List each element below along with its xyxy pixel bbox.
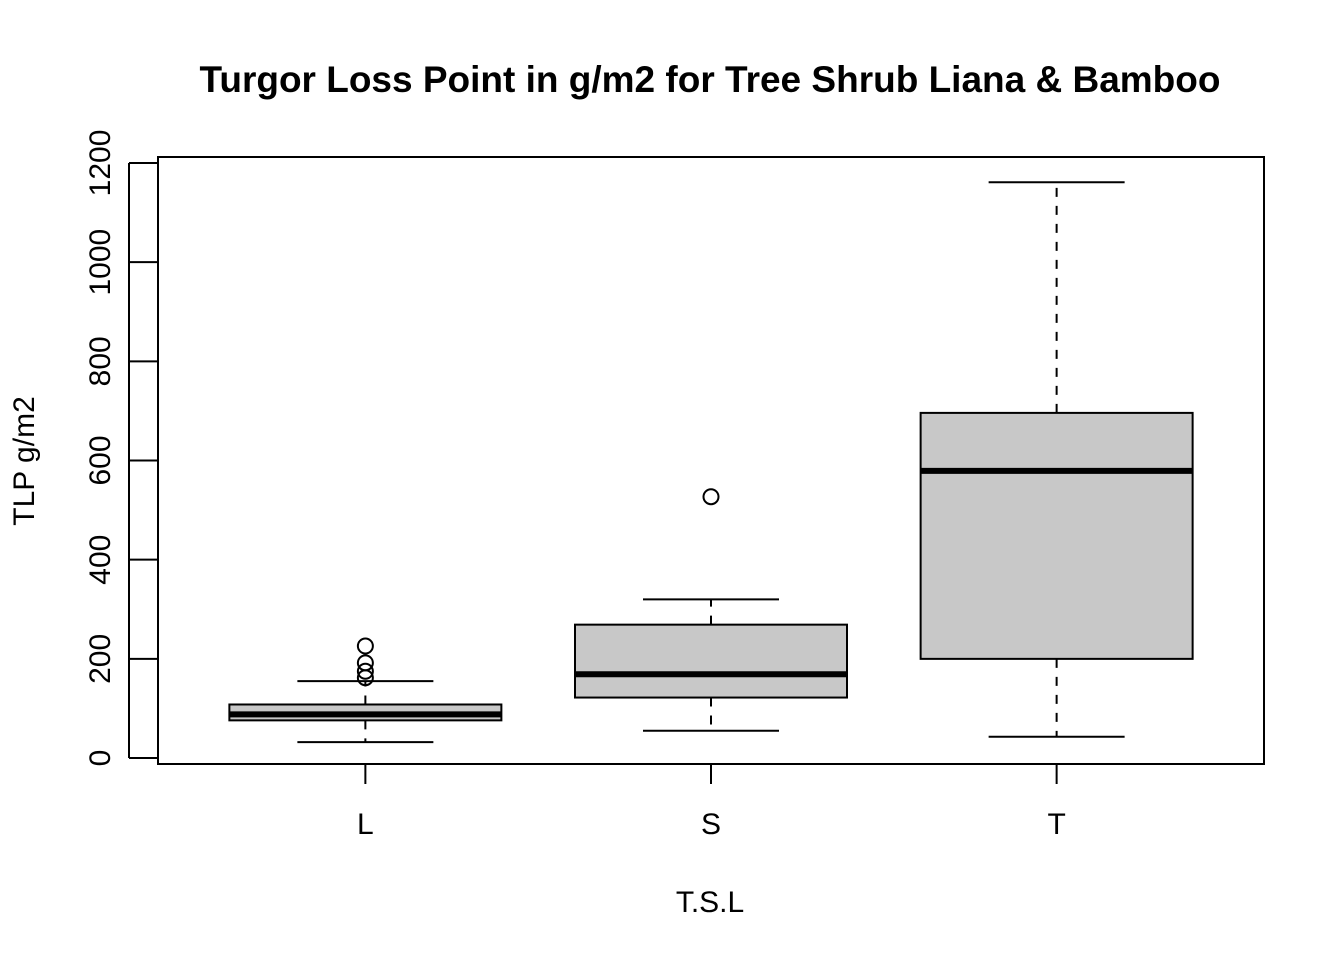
- y-tick-label: 1200: [84, 130, 117, 197]
- box-iqr: [574, 623, 848, 699]
- y-tick-label: 600: [84, 435, 117, 485]
- y-axis-label: TLP g/m2: [8, 396, 41, 526]
- x-tick-label: L: [357, 808, 374, 841]
- chart-title: Turgor Loss Point in g/m2 for Tree Shrub…: [199, 59, 1220, 100]
- x-tick-label: T: [1047, 808, 1065, 841]
- y-tick-label: 1000: [84, 229, 117, 296]
- outlier-point: [702, 488, 720, 506]
- box-L: [228, 637, 503, 744]
- box-group: [228, 181, 1194, 744]
- box-S: [574, 488, 848, 732]
- outlier-point: [356, 654, 374, 672]
- box-iqr: [919, 411, 1194, 660]
- x-tick-label: S: [701, 808, 721, 841]
- y-tick-label: 400: [84, 535, 117, 585]
- outlier-point: [356, 637, 374, 655]
- box-T: [919, 181, 1194, 738]
- outlier-point: [356, 662, 374, 680]
- y-tick-label: 800: [84, 336, 117, 386]
- y-tick-label: 0: [84, 750, 117, 767]
- y-tick-label: 200: [84, 634, 117, 684]
- y-axis: 0 200 400 600 800 1000 1200: [84, 130, 158, 767]
- x-axis-label: T.S.L: [676, 886, 744, 919]
